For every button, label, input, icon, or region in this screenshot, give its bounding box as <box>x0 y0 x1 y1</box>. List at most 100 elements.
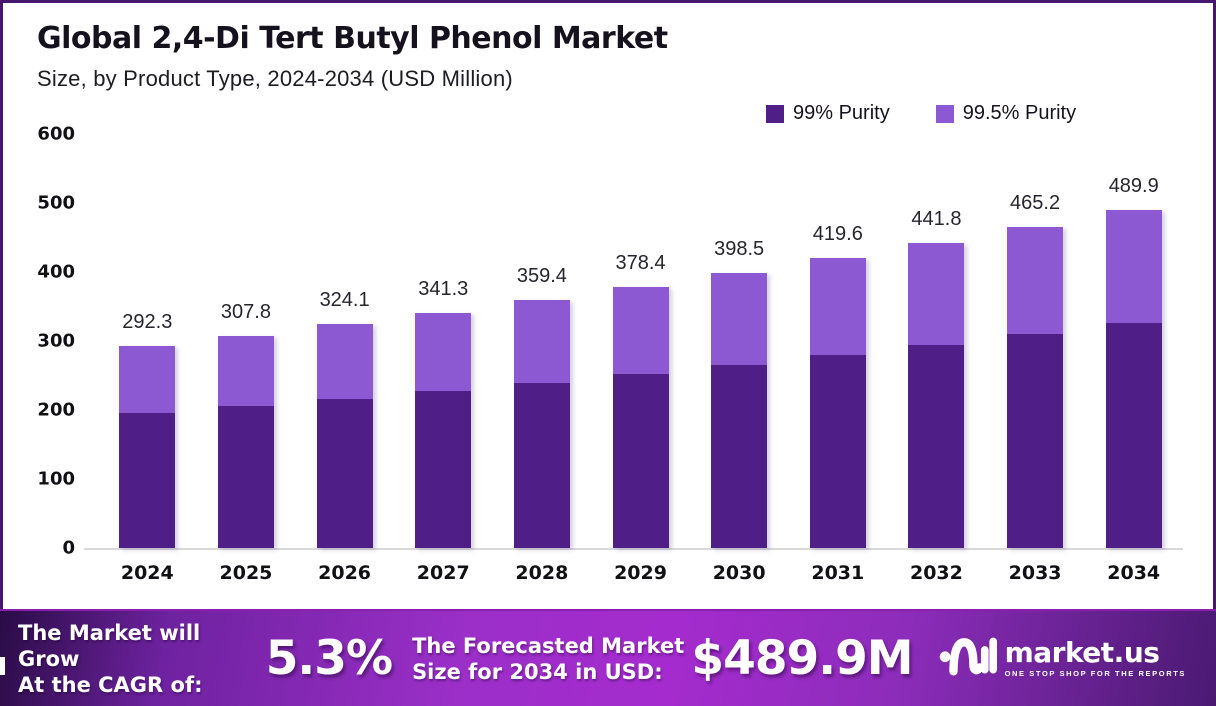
legend-item-99-purity: 99% Purity <box>766 102 890 125</box>
x-axis-label: 2034 <box>1107 562 1161 584</box>
legend-label: 99.5% Purity <box>962 102 1077 124</box>
forecast-caption-line1: The Forecasted Market <box>412 633 685 658</box>
x-axis-line <box>84 548 1183 550</box>
bar-segment-99-5-purity <box>1105 209 1162 323</box>
bar-stack-2031 <box>809 258 866 548</box>
y-tick-label: 100 <box>37 468 75 490</box>
legend-swatch-icon <box>766 104 784 123</box>
bar-segment-99-purity <box>612 373 669 548</box>
bar-column-2024: 292.3 2024 <box>98 134 197 584</box>
bar-segment-99-5-purity <box>119 346 176 414</box>
bar-total-label: 465.2 <box>1010 192 1061 215</box>
bar-column-2025: 307.8 2025 <box>197 134 296 584</box>
bar-segment-99-purity <box>1007 333 1064 548</box>
brand-text: market.us ONE STOP SHOP FOR THE REPORTS <box>1004 636 1186 679</box>
bar-stack-2033 <box>1007 227 1064 548</box>
bar-segment-99-5-purity <box>612 286 669 374</box>
x-axis-label: 2027 <box>416 562 470 584</box>
forecast-caption: The Forecasted Market Size for 2034 in U… <box>412 633 691 685</box>
cagr-value: 5.3% <box>265 631 393 686</box>
bar-total-label: 307.8 <box>220 300 271 323</box>
bar-segment-99-purity <box>711 364 768 548</box>
bar-segment-99-purity <box>119 413 176 548</box>
bar-total-label: 489.9 <box>1108 174 1159 197</box>
bar-stack-2024 <box>119 346 176 548</box>
bar-segment-99-5-purity <box>415 312 472 391</box>
x-axis-label: 2029 <box>614 562 667 584</box>
bar-segment-99-purity <box>908 344 965 548</box>
chart-header: Global 2,4-Di Tert Butyl Phenol Market S… <box>37 21 668 92</box>
marketus-wave-icon <box>939 634 997 683</box>
bar-stack-2029 <box>612 286 669 548</box>
bar-segment-99-5-purity <box>217 335 274 407</box>
bar-stack-2032 <box>908 243 965 548</box>
bar-total-label: 341.3 <box>418 277 469 300</box>
y-axis: 600 500 400 300 200 100 0 <box>33 124 75 559</box>
bar-stack-2027 <box>415 312 472 548</box>
bar-segment-99-purity <box>316 398 373 548</box>
y-tick-label: 500 <box>37 192 75 214</box>
bar-column-2029: 378.4 2029 <box>591 134 690 584</box>
bar-column-2028: 359.4 2028 <box>493 134 592 584</box>
brand-logo: market.us ONE STOP SHOP FOR THE REPORTS <box>939 634 1186 683</box>
bar-stack-2034 <box>1105 209 1162 548</box>
bar-segment-99-purity <box>217 406 274 548</box>
bar-column-2026: 324.1 2026 <box>295 134 394 584</box>
x-axis-label: 2024 <box>120 562 174 584</box>
bar-total-label: 441.8 <box>911 208 962 231</box>
cagr-caption: The Market will Grow At the CAGR of: <box>18 620 266 698</box>
cagr-caption-line1: The Market will Grow <box>18 620 201 671</box>
bar-total-label: 378.4 <box>615 251 666 274</box>
bar-total-label: 359.4 <box>516 265 567 288</box>
legend-swatch-icon <box>935 104 954 123</box>
bar-stack-2026 <box>316 324 373 548</box>
bar-stack-2028 <box>513 300 570 548</box>
chart-subtitle: Size, by Product Type, 2024-2034 (USD Mi… <box>37 66 513 91</box>
chart-legend: 99% Purity 99.5% Purity <box>766 102 1076 125</box>
brand-name: market.us <box>1004 636 1160 669</box>
bar-segment-99-5-purity <box>513 300 570 383</box>
x-axis-label: 2032 <box>909 562 963 584</box>
bar-column-2027: 341.3 2027 <box>394 134 493 584</box>
bar-column-2032: 441.8 2032 <box>887 134 986 584</box>
cagr-caption-line2: At the CAGR of: <box>18 672 203 697</box>
y-tick-label: 300 <box>37 330 75 352</box>
page-title: Global 2,4-Di Tert Butyl Phenol Market <box>37 21 668 56</box>
bar-total-label: 398.5 <box>714 238 765 261</box>
bar-column-2033: 465.2 2033 <box>986 134 1085 584</box>
bar-segment-99-purity <box>1105 322 1162 548</box>
forecast-value: $489.9M <box>691 631 913 686</box>
bar-column-2030: 398.5 2030 <box>690 134 789 584</box>
bar-total-label: 292.3 <box>122 311 173 334</box>
bar-column-2031: 419.6 2031 <box>788 134 887 584</box>
bar-segment-99-purity <box>415 390 472 548</box>
bar-total-label: 324.1 <box>319 289 370 312</box>
footer-banner: The Market will Grow At the CAGR of: 5.3… <box>0 609 1216 706</box>
bar-stack-2030 <box>711 273 768 548</box>
forecast-caption-line2: Size for 2034 in USD: <box>412 659 663 684</box>
bar-segment-99-5-purity <box>809 258 866 355</box>
bar-segment-99-purity <box>809 354 866 548</box>
bar-segment-99-5-purity <box>316 324 373 399</box>
bar-segment-99-5-purity <box>711 273 768 365</box>
x-axis-label: 2030 <box>712 562 766 584</box>
bar-segment-99-purity <box>513 382 570 548</box>
y-tick-label: 600 <box>37 123 75 145</box>
brand-tagline: ONE STOP SHOP FOR THE REPORTS <box>1004 669 1186 678</box>
y-tick-label: 400 <box>37 261 75 283</box>
x-axis-label: 2033 <box>1008 562 1062 584</box>
bar-column-2034: 489.9 2034 <box>1084 134 1183 584</box>
legend-item-99-5-purity: 99.5% Purity <box>935 102 1077 125</box>
bar-segment-99-5-purity <box>1007 227 1064 334</box>
legend-label: 99% Purity <box>793 102 890 124</box>
y-tick-label: 0 <box>62 537 75 559</box>
banner-left-notch <box>0 657 5 675</box>
y-tick-label: 200 <box>37 399 75 421</box>
plot-area: 292.3 2024 307.8 2025 324.1 2026 341.3 2027 359.… <box>84 134 1183 584</box>
x-axis-label: 2028 <box>515 562 569 584</box>
bar-segment-99-5-purity <box>908 243 965 345</box>
x-axis-label: 2026 <box>318 562 372 584</box>
x-axis-label: 2025 <box>219 562 273 584</box>
x-axis-label: 2031 <box>811 562 865 584</box>
bar-total-label: 419.6 <box>812 223 863 246</box>
